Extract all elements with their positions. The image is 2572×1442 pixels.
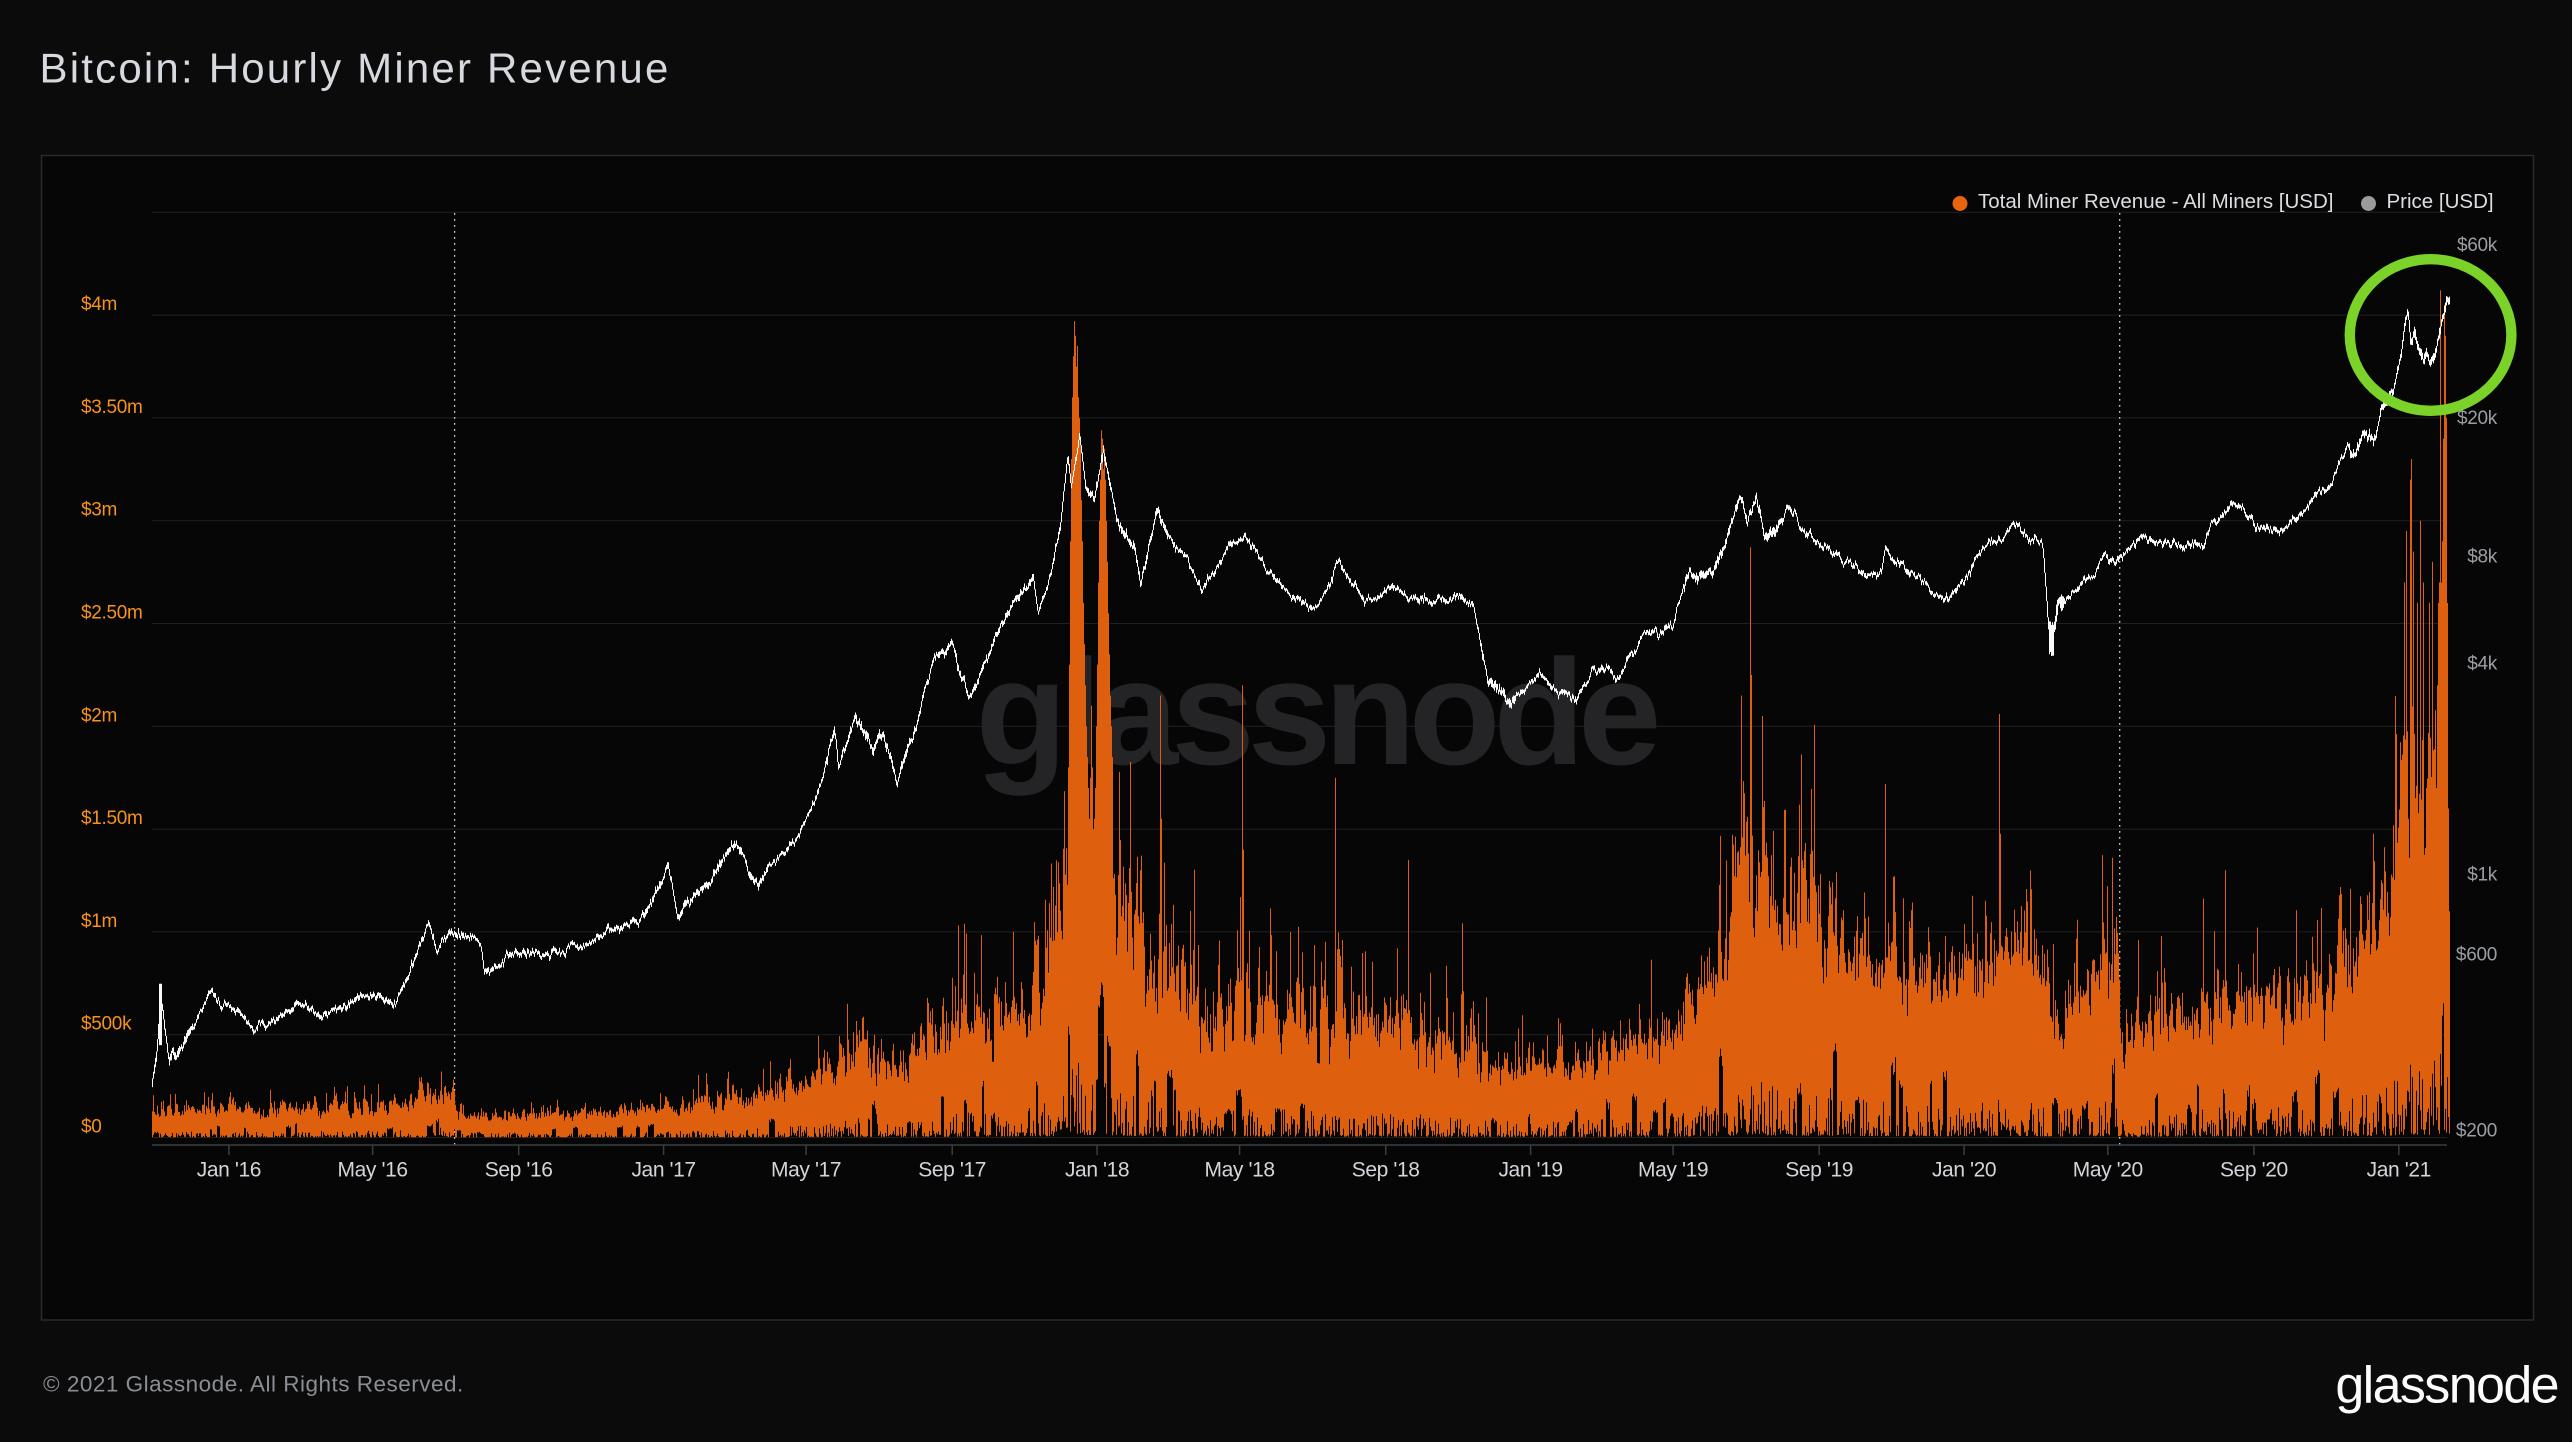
svg-text:$60k: $60k — [2457, 235, 2498, 256]
svg-text:$200: $200 — [2456, 1121, 2497, 1142]
svg-text:$4k: $4k — [2467, 654, 2498, 675]
svg-text:$8k: $8k — [2467, 547, 2498, 568]
svg-text:$2m: $2m — [81, 705, 117, 726]
svg-text:May '18: May '18 — [1205, 1159, 1275, 1182]
svg-text:glassnode: glassnode — [2335, 1357, 2558, 1415]
svg-text:$4m: $4m — [81, 294, 117, 315]
svg-text:$3m: $3m — [81, 500, 117, 521]
svg-text:glassnode: glassnode — [976, 628, 1657, 796]
svg-text:Sep '16: Sep '16 — [485, 1159, 553, 1182]
svg-text:$1m: $1m — [81, 911, 117, 932]
svg-text:Sep '19: Sep '19 — [1785, 1159, 1853, 1182]
svg-text:$2.50m: $2.50m — [81, 603, 143, 624]
svg-text:$1k: $1k — [2467, 865, 2498, 886]
svg-text:$0: $0 — [81, 1117, 102, 1138]
svg-text:Sep '20: Sep '20 — [2220, 1159, 2288, 1182]
svg-text:Bitcoin: Hourly Miner Revenue: Bitcoin: Hourly Miner Revenue — [40, 45, 671, 92]
svg-text:© 2021 Glassnode. All Rights R: © 2021 Glassnode. All Rights Reserved. — [43, 1372, 464, 1397]
svg-text:$600: $600 — [2456, 945, 2497, 966]
svg-text:$500k: $500k — [81, 1014, 132, 1035]
svg-text:May '19: May '19 — [1638, 1159, 1708, 1182]
svg-text:May '20: May '20 — [2073, 1159, 2143, 1182]
svg-text:Sep '17: Sep '17 — [918, 1159, 986, 1182]
svg-text:Total Miner Revenue - All Mine: Total Miner Revenue - All Miners [USD] — [1978, 190, 2333, 213]
svg-text:Jan '21: Jan '21 — [2367, 1159, 2431, 1182]
svg-text:Jan '18: Jan '18 — [1065, 1159, 1129, 1182]
svg-text:Sep '18: Sep '18 — [1352, 1159, 1420, 1182]
svg-text:Price [USD]: Price [USD] — [2387, 190, 2494, 213]
svg-text:Jan '19: Jan '19 — [1498, 1159, 1562, 1182]
svg-text:$20k: $20k — [2457, 408, 2498, 429]
svg-text:$1.50m: $1.50m — [81, 808, 143, 829]
svg-text:Jan '20: Jan '20 — [1932, 1159, 1996, 1182]
svg-text:Jan '16: Jan '16 — [197, 1159, 261, 1182]
svg-text:Jan '17: Jan '17 — [631, 1159, 695, 1182]
svg-text:$3.50m: $3.50m — [81, 397, 143, 418]
svg-text:May '16: May '16 — [338, 1159, 408, 1182]
svg-text:May '17: May '17 — [771, 1159, 841, 1182]
